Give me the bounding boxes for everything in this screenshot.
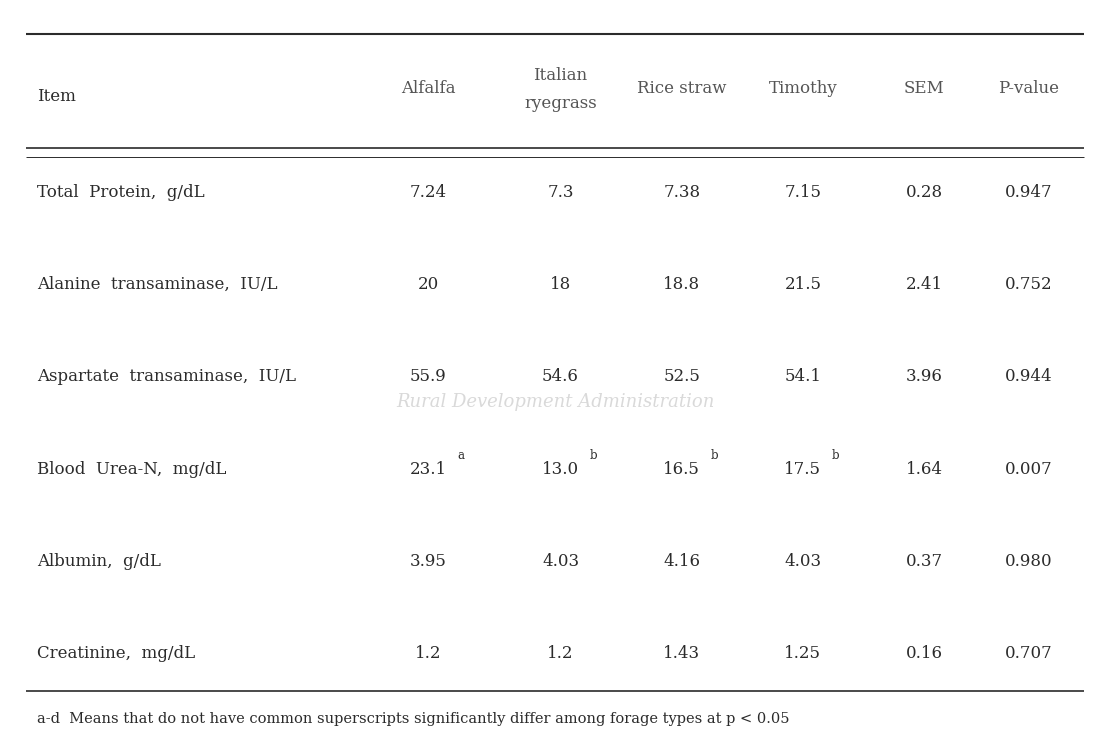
- Text: 2.41: 2.41: [906, 276, 942, 293]
- Text: 0.28: 0.28: [906, 183, 942, 200]
- Text: 23.1: 23.1: [410, 461, 447, 478]
- Text: Blood  Urea-N,  mg/dL: Blood Urea-N, mg/dL: [38, 461, 226, 478]
- Text: 1.25: 1.25: [785, 645, 821, 662]
- Text: b: b: [710, 448, 718, 461]
- Text: ryegrass: ryegrass: [524, 95, 597, 112]
- Text: 1.2: 1.2: [415, 645, 442, 662]
- Text: Rice straw: Rice straw: [637, 80, 726, 98]
- Text: 3.96: 3.96: [906, 368, 942, 384]
- Text: 18: 18: [549, 276, 572, 293]
- Text: 1.2: 1.2: [547, 645, 574, 662]
- Text: 0.980: 0.980: [1005, 554, 1052, 571]
- Text: 0.16: 0.16: [906, 645, 942, 662]
- Text: 17.5: 17.5: [785, 461, 821, 478]
- Text: 0.007: 0.007: [1005, 461, 1052, 478]
- Text: a: a: [457, 448, 464, 461]
- Text: 54.6: 54.6: [542, 368, 579, 384]
- Text: SEM: SEM: [904, 80, 945, 98]
- Text: Total  Protein,  g/dL: Total Protein, g/dL: [38, 183, 205, 200]
- Text: b: b: [831, 448, 839, 461]
- Text: Alanine  transaminase,  IU/L: Alanine transaminase, IU/L: [38, 276, 278, 293]
- Text: 0.37: 0.37: [906, 554, 942, 571]
- Text: 7.24: 7.24: [410, 183, 447, 200]
- Text: 7.3: 7.3: [547, 183, 574, 200]
- Text: Timothy: Timothy: [768, 80, 837, 98]
- Text: 16.5: 16.5: [664, 461, 700, 478]
- Text: Rural Development Administration: Rural Development Administration: [396, 393, 714, 411]
- Text: 7.15: 7.15: [785, 183, 821, 200]
- Text: 21.5: 21.5: [785, 276, 821, 293]
- Text: P-value: P-value: [998, 80, 1059, 98]
- Text: b: b: [589, 448, 597, 461]
- Text: 20: 20: [417, 276, 438, 293]
- Text: 52.5: 52.5: [664, 368, 700, 384]
- Text: 55.9: 55.9: [410, 368, 446, 384]
- Text: Albumin,  g/dL: Albumin, g/dL: [38, 554, 161, 571]
- Text: 0.707: 0.707: [1005, 645, 1052, 662]
- Text: 4.03: 4.03: [542, 554, 579, 571]
- Text: 1.43: 1.43: [663, 645, 700, 662]
- Text: 13.0: 13.0: [542, 461, 579, 478]
- Text: 0.947: 0.947: [1005, 183, 1052, 200]
- Text: Creatinine,  mg/dL: Creatinine, mg/dL: [38, 645, 195, 662]
- Text: Aspartate  transaminase,  IU/L: Aspartate transaminase, IU/L: [38, 368, 296, 384]
- Text: 4.16: 4.16: [663, 554, 700, 571]
- Text: a-d  Means that do not have common superscripts significantly differ among forag: a-d Means that do not have common supers…: [38, 711, 789, 726]
- Text: Item: Item: [38, 88, 77, 105]
- Text: Italian: Italian: [534, 67, 587, 84]
- Text: 4.03: 4.03: [785, 554, 821, 571]
- Text: 7.38: 7.38: [663, 183, 700, 200]
- Text: 0.752: 0.752: [1005, 276, 1052, 293]
- Text: 18.8: 18.8: [663, 276, 700, 293]
- Text: 0.944: 0.944: [1005, 368, 1052, 384]
- Text: Alfalfa: Alfalfa: [401, 80, 455, 98]
- Text: 3.95: 3.95: [410, 554, 446, 571]
- Text: 54.1: 54.1: [785, 368, 821, 384]
- Text: 1.64: 1.64: [906, 461, 942, 478]
